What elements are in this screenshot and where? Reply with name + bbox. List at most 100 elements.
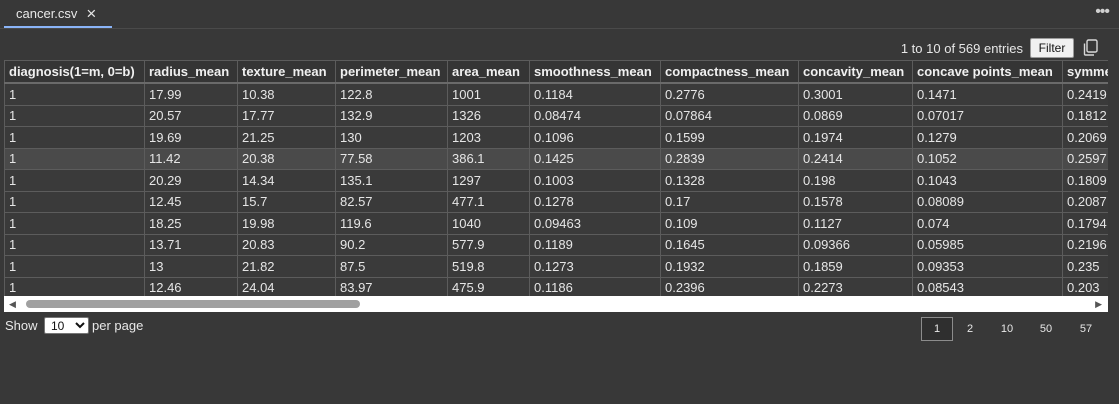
table-cell: 0.1328 (660, 169, 799, 192)
table-row[interactable]: 1 20.57 17.77 132.9 1326 0.08474 0.07864 0.0869… (4, 104, 1108, 127)
page-size-select[interactable]: 10 (44, 317, 89, 334)
table-cell: 0.1645 (660, 233, 799, 256)
table-row[interactable]: 1 13.71 20.83 90.2 577.9 0.1189 0.1645 0.09366 0… (4, 233, 1108, 256)
filter-button[interactable]: Filter (1030, 38, 1074, 58)
table-cell: 0.1812 (1062, 104, 1108, 127)
table-cell: 0.0869 (798, 104, 913, 127)
table-cell: 0.1932 (660, 255, 799, 278)
table-cell: 0.1127 (798, 212, 913, 235)
table-cell: 0.1859 (798, 255, 913, 278)
table-cell: 20.57 (144, 104, 238, 127)
table-row[interactable]: 1 12.45 15.7 82.57 477.1 0.1278 0.17 0.1578 0.08… (4, 190, 1108, 213)
table-cell: 77.58 (335, 147, 448, 170)
table-cell: 0.2839 (660, 147, 799, 170)
table-cell: 386.1 (447, 147, 530, 170)
table-cell: 1 (4, 276, 145, 296)
table-cell: 12.45 (144, 190, 238, 213)
table-cell: 0.235 (1062, 255, 1108, 278)
table-cell: 0.2273 (798, 276, 913, 296)
table-cell: 1326 (447, 104, 530, 127)
table-cell: 17.99 (144, 82, 238, 106)
table-cell: 519.8 (447, 255, 530, 278)
entries-info: 1 to 10 of 569 entries (900, 41, 1023, 56)
table-row[interactable]: 1 13 21.82 87.5 519.8 0.1273 0.1932 0.1859 0.093… (4, 255, 1108, 278)
table-cell: 0.1273 (529, 255, 661, 278)
table-cell: 10.38 (237, 82, 336, 106)
page-button[interactable]: 50 (1039, 323, 1053, 335)
table-cell: 0.1794 (1062, 212, 1108, 235)
table-cell: 19.69 (144, 126, 238, 149)
table-cell: 0.2396 (660, 276, 799, 296)
column-header[interactable]: perimeter_mean (335, 60, 448, 84)
table-cell: 0.1578 (798, 190, 913, 213)
table-row[interactable]: 1 11.42 20.38 77.58 386.1 0.1425 0.2839 0.2414 0… (4, 147, 1108, 170)
table-cell: 1 (4, 255, 145, 278)
table-row[interactable]: 1 17.99 10.38 122.8 1001 0.1184 0.2776 0.3001 0.… (4, 82, 1108, 106)
table-cell: 135.1 (335, 169, 448, 192)
column-header[interactable]: radius_mean (144, 60, 238, 84)
column-header[interactable]: area_mean (447, 60, 530, 84)
page-button[interactable]: 2 (966, 323, 974, 335)
table-cell: 24.04 (237, 276, 336, 296)
table-cell: 0.3001 (798, 82, 913, 106)
table-cell: 13.71 (144, 233, 238, 256)
table-cell: 0.1278 (529, 190, 661, 213)
arrow-left-icon[interactable]: ◀ (9, 299, 16, 309)
table-cell: 1040 (447, 212, 530, 235)
column-header[interactable]: diagnosis(1=m, 0=b) (4, 60, 145, 84)
show-label: Show (5, 318, 38, 333)
table-cell: 83.97 (335, 276, 448, 296)
table-cell: 12.46 (144, 276, 238, 296)
horizontal-scrollbar[interactable]: ◀ ▶ (4, 296, 1108, 312)
page-button[interactable]: 57 (1079, 323, 1093, 335)
copy-icon[interactable] (1083, 39, 1098, 56)
table-row[interactable]: 1 12.46 24.04 83.97 475.9 0.1186 0.2396 0.2273 0… (4, 276, 1108, 296)
page-button[interactable]: 10 (1000, 323, 1014, 335)
table-cell: 0.2419 (1062, 82, 1108, 106)
table-cell: 0.2196 (1062, 233, 1108, 256)
column-header[interactable]: smoothness_mean (529, 60, 661, 84)
table-row[interactable]: 1 20.29 14.34 135.1 1297 0.1003 0.1328 0.198 0.1… (4, 169, 1108, 192)
table-cell: 17.77 (237, 104, 336, 127)
more-icon[interactable]: ••• (1095, 3, 1110, 20)
tab-bar: cancer.csv × ••• (0, 0, 1119, 29)
table-cell: 14.34 (237, 169, 336, 192)
scrollbar-thumb[interactable] (26, 300, 360, 308)
arrow-right-icon[interactable]: ▶ (1095, 299, 1102, 309)
table-cell: 1 (4, 104, 145, 127)
table-cell: 130 (335, 126, 448, 149)
table-cell: 122.8 (335, 82, 448, 106)
table-cell: 0.08543 (912, 276, 1063, 296)
page-button[interactable]: 1 (921, 317, 953, 341)
table-cell: 11.42 (144, 147, 238, 170)
tab-cancer-csv[interactable]: cancer.csv × (4, 0, 112, 28)
table-cell: 0.1279 (912, 126, 1063, 149)
tab-label: cancer.csv (16, 5, 78, 21)
table-cell: 0.07017 (912, 104, 1063, 127)
column-header[interactable]: concave points_mean (912, 60, 1063, 84)
table-cell: 132.9 (335, 104, 448, 127)
close-icon[interactable]: × (86, 3, 97, 23)
column-header[interactable]: concavity_mean (798, 60, 913, 84)
table-row[interactable]: 1 19.69 21.25 130 1203 0.1096 0.1599 0.1974 0.12… (4, 126, 1108, 149)
table-cell: 20.29 (144, 169, 238, 192)
table-row[interactable]: 1 18.25 19.98 119.6 1040 0.09463 0.109 0.1127 0.… (4, 212, 1108, 235)
table-cell: 0.17 (660, 190, 799, 213)
table-toolbar: 1 to 10 of 569 entries Filter (0, 38, 1119, 58)
table-cell: 0.08474 (529, 104, 661, 127)
table-cell: 0.2069 (1062, 126, 1108, 149)
column-header[interactable]: compactness_mean (660, 60, 799, 84)
table-cell: 577.9 (447, 233, 530, 256)
column-header[interactable]: symmetry_mean (1062, 60, 1108, 84)
table-cell: 0.1599 (660, 126, 799, 149)
table-cell: 0.2087 (1062, 190, 1108, 213)
table-cell: 0.1189 (529, 233, 661, 256)
table-cell: 19.98 (237, 212, 336, 235)
data-table: diagnosis(1=m, 0=b) radius_mean texture_me… (4, 60, 1108, 296)
table-cell: 0.09463 (529, 212, 661, 235)
table-cell: 1001 (447, 82, 530, 106)
column-header[interactable]: texture_mean (237, 60, 336, 84)
table-cell: 1 (4, 190, 145, 213)
table-cell: 90.2 (335, 233, 448, 256)
table-cell: 1297 (447, 169, 530, 192)
